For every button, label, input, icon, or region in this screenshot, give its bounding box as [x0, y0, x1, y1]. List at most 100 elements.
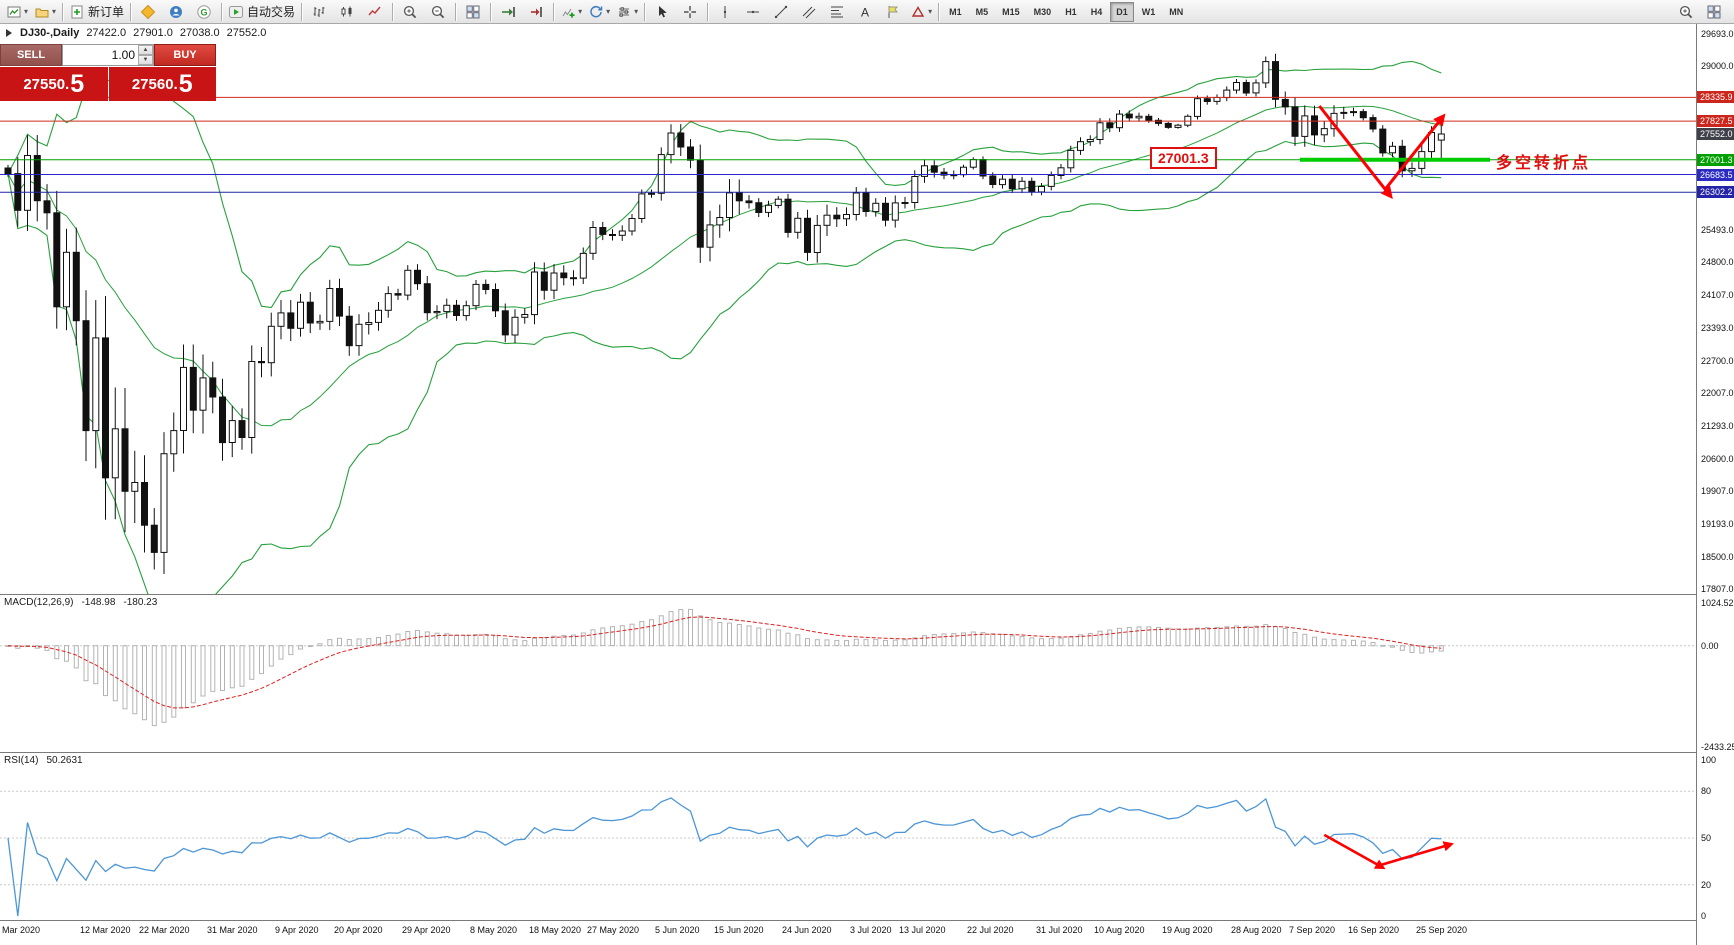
time-label[interactable]: 25 Sep 2020: [1416, 925, 1468, 935]
cursor-icon[interactable]: [648, 1, 676, 23]
time-label[interactable]: 9 Apr 2020: [275, 925, 319, 935]
volume-spinner: ▲ ▼: [138, 45, 153, 65]
time-label[interactable]: 12 Mar 2020: [80, 925, 131, 935]
periods-cycles-icon[interactable]: ▾: [585, 1, 613, 23]
macd-signal-value: -180.23: [123, 597, 158, 608]
time-label[interactable]: 7 Sep 2020: [1289, 925, 1336, 935]
svg-text:A: A: [861, 5, 869, 19]
level-price-label[interactable]: 27001.3: [1150, 147, 1217, 169]
time-label[interactable]: 3 Jul 2020: [850, 925, 892, 935]
time-label[interactable]: 13 Jul 2020: [899, 925, 946, 935]
bollinger-lower-band: [7, 140, 1442, 594]
sell-price-box[interactable]: 27550. 5: [0, 67, 108, 101]
toolbar-right-group: [1672, 1, 1728, 23]
time-label[interactable]: 22 Jul 2020: [967, 925, 1014, 935]
chart-profiles-icon[interactable]: ▾: [31, 1, 59, 23]
fibonacci-retracement-icon[interactable]: [823, 1, 851, 23]
line-chart-mode-icon[interactable]: [361, 1, 389, 23]
horizontal-line-icon[interactable]: [739, 1, 767, 23]
time-label[interactable]: 18 May 2020: [529, 925, 582, 935]
sell-button[interactable]: SELL: [0, 44, 62, 66]
arrow-tools-icon[interactable]: ▾: [907, 1, 935, 23]
macd-pane-separator[interactable]: [0, 594, 1696, 595]
new-chart-icon[interactable]: ▾: [3, 1, 31, 23]
indicators-list-icon[interactable]: ▾: [557, 1, 585, 23]
time-label[interactable]: 27 May 2020: [587, 925, 640, 935]
market-icon[interactable]: [134, 1, 162, 23]
web-search-icon[interactable]: G: [190, 1, 218, 23]
rsi-pane-separator[interactable]: [0, 752, 1696, 753]
tile-windows-icon[interactable]: [459, 1, 487, 23]
timeframe-d1[interactable]: D1: [1110, 1, 1134, 22]
buy-price-box[interactable]: 27560. 5: [108, 67, 216, 101]
turning-point-text[interactable]: 多空转折点: [1496, 155, 1592, 172]
macd-axis-label: 0.00: [1701, 641, 1719, 651]
chart-shift-icon[interactable]: [522, 1, 550, 23]
timeframe-m15[interactable]: M15: [1002, 6, 1020, 17]
vertical-line-icon[interactable]: [711, 1, 739, 23]
toolbar-separator: [455, 2, 457, 21]
timeframe-m5[interactable]: M5: [975, 6, 989, 17]
new-order-button[interactable]: 新订单: [66, 1, 127, 23]
time-label[interactable]: 19 Aug 2020: [1162, 925, 1213, 935]
bollinger-middle-band: [7, 105, 1442, 427]
trendline-icon[interactable]: [767, 1, 795, 23]
rsi-arrow-2[interactable]: [1376, 841, 1454, 868]
zoom-in-icon[interactable]: [396, 1, 424, 23]
text-tool-icon[interactable]: A: [851, 1, 879, 23]
time-label[interactable]: 24 Jun 2020: [782, 925, 832, 935]
time-label[interactable]: 31 Mar 2020: [207, 925, 258, 935]
window-layout-icon[interactable]: [1700, 1, 1728, 23]
price-badge: 27552.0: [1697, 128, 1734, 140]
price-tick: 23393.0: [1701, 323, 1734, 333]
time-label[interactable]: 31 Jul 2020: [1036, 925, 1083, 935]
timeframe-w1[interactable]: W1: [1141, 6, 1156, 17]
time-label[interactable]: 15 Jun 2020: [714, 925, 764, 935]
bar-chart-mode-icon[interactable]: [305, 1, 333, 23]
time-label[interactable]: Mar 2020: [2, 925, 41, 935]
time-label[interactable]: 28 Aug 2020: [1231, 925, 1282, 935]
rsi-axis-label: 20: [1701, 880, 1712, 890]
auto-scroll-icon[interactable]: [494, 1, 522, 23]
candlestick-mode-icon[interactable]: [333, 1, 361, 23]
price-tick: 22700.0: [1701, 356, 1734, 366]
time-label[interactable]: 10 Aug 2020: [1094, 925, 1145, 935]
macd-pane: [0, 608, 1696, 727]
time-label[interactable]: 16 Sep 2020: [1348, 925, 1400, 935]
crosshair-icon[interactable]: [676, 1, 704, 23]
time-label[interactable]: 22 Mar 2020: [139, 925, 190, 935]
volume-down-button[interactable]: ▼: [138, 55, 153, 65]
timeframe-m1[interactable]: M1: [949, 6, 962, 17]
timeframe-m30[interactable]: M30: [1033, 6, 1052, 17]
symbol-search-icon[interactable]: [1672, 1, 1700, 23]
buy-price-big-digit: 5: [178, 69, 193, 98]
buy-button[interactable]: BUY: [154, 44, 216, 66]
timeframe-h4[interactable]: H4: [1090, 6, 1103, 17]
one-click-toggle-icon[interactable]: [6, 29, 12, 37]
rsi-axis-label: 0: [1701, 911, 1707, 921]
timeframe-h1[interactable]: H1: [1065, 6, 1077, 17]
toolbar-separator: [938, 2, 940, 21]
price-badge: 28335.9: [1697, 91, 1734, 103]
macd-axis-label: -2433.25: [1701, 742, 1734, 752]
toolbar-separator: [130, 2, 132, 21]
rsi-arrow-1[interactable]: [1323, 833, 1386, 870]
auto-trading-button[interactable]: 自动交易: [225, 1, 298, 23]
timeframe-mn[interactable]: MN: [1169, 6, 1184, 17]
macd-header: MACD(12,26,9) -148.98 -180.23: [4, 597, 157, 608]
time-label[interactable]: 8 May 2020: [470, 925, 518, 935]
trend-arrow-2[interactable]: [1384, 113, 1446, 190]
chart-properties-icon[interactable]: ▾: [613, 1, 641, 23]
equidistant-channel-icon[interactable]: [795, 1, 823, 23]
main-pane: [0, 53, 1696, 594]
zoom-out-icon[interactable]: [424, 1, 452, 23]
time-label[interactable]: 29 Apr 2020: [402, 925, 451, 935]
time-label[interactable]: 20 Apr 2020: [334, 925, 383, 935]
community-icon[interactable]: [162, 1, 190, 23]
volume-up-button[interactable]: ▲: [138, 45, 153, 55]
trend-arrow-1[interactable]: [1318, 105, 1393, 200]
ohlc-close: 27552.0: [226, 27, 267, 39]
volume-input[interactable]: [63, 45, 138, 65]
text-label-tool-icon[interactable]: [879, 1, 907, 23]
time-label[interactable]: 5 Jun 2020: [655, 925, 700, 935]
